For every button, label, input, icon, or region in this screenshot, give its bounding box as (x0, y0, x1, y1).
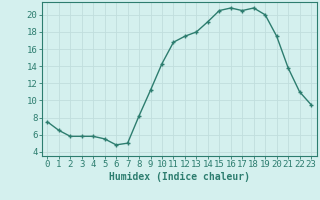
X-axis label: Humidex (Indice chaleur): Humidex (Indice chaleur) (109, 172, 250, 182)
